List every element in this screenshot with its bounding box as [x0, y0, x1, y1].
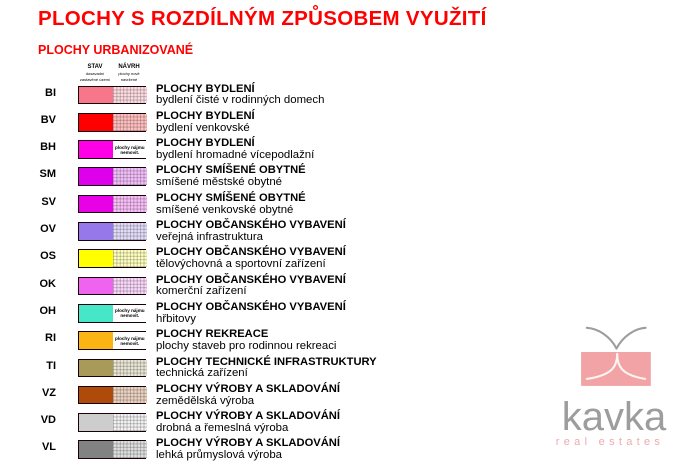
svg-text:real estates: real estates [556, 436, 664, 448]
svg-text:kavka: kavka [562, 395, 667, 439]
